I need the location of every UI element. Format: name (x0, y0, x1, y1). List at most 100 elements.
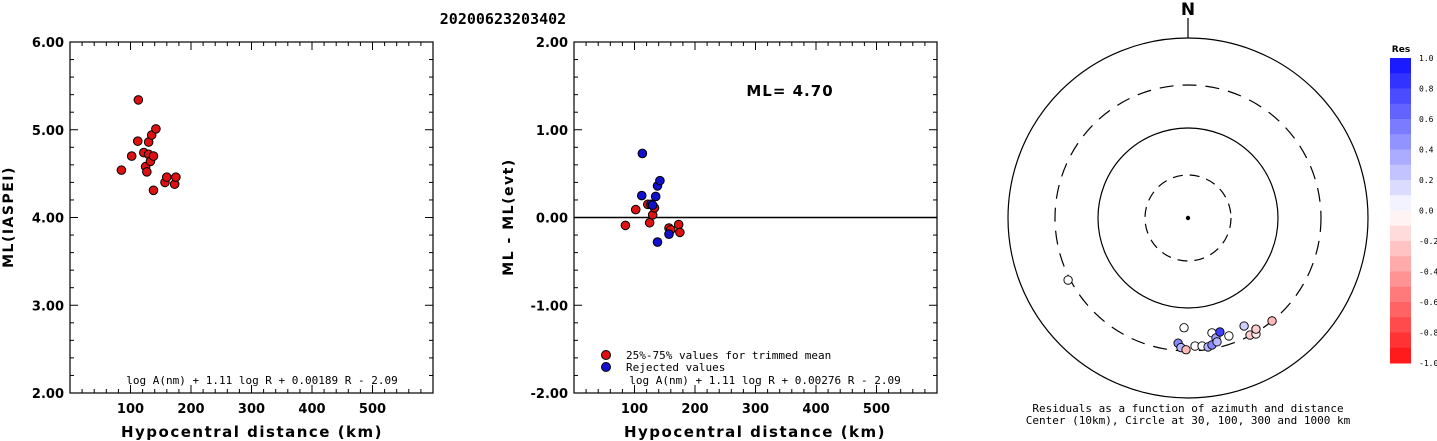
y-tick-label: 6.00 (32, 36, 64, 51)
y-tick-label: 3.00 (32, 299, 64, 314)
x-tick-label: 400 (802, 402, 829, 417)
x-tick-label: 100 (117, 402, 144, 417)
colorbar-cell (1390, 271, 1411, 288)
data-point (673, 219, 684, 230)
legend: 25%-75% values for trimmed mean Rejected… (601, 349, 831, 374)
circle-1000km (1007, 37, 1369, 399)
x-tick-label: 500 (359, 402, 386, 417)
x-tick-label: 100 (621, 402, 648, 417)
y-axis-label: ML(IASPEI) (1, 166, 17, 268)
station-point (1251, 324, 1261, 334)
data-point (148, 185, 159, 196)
x-axis-label: Hypocentral distance (km) (121, 423, 383, 441)
data-point (133, 95, 144, 105)
colorbar-cell (1390, 119, 1411, 135)
data-point (675, 227, 685, 238)
x-tick-label: 200 (681, 402, 708, 417)
colorbar-tick-label: 0.8 (1419, 85, 1434, 94)
y-tick-label: 0.00 (536, 212, 568, 227)
x-tick-label: 200 (177, 402, 204, 417)
colorbar-cell (1390, 134, 1411, 150)
data-point (647, 200, 658, 211)
data-point (664, 229, 674, 239)
data-point (126, 151, 137, 161)
colorbar-tick-label: 0.2 (1419, 176, 1434, 185)
colorbar-tick-label: -0.4 (1419, 268, 1437, 277)
y-tick-label: -2.00 (531, 387, 568, 402)
y-tick-label: 4.00 (32, 212, 64, 227)
data-point (655, 175, 665, 186)
data-point (148, 151, 159, 161)
colorbar-tick-label: -0.6 (1419, 298, 1437, 307)
colorbar-tick-label: 0.4 (1419, 146, 1434, 155)
colorbar-cell (1390, 256, 1411, 272)
plot-frame (69, 41, 434, 394)
colorbar-cell (1390, 210, 1411, 227)
legend-marker-rejected (601, 362, 611, 372)
legend-label-trimmed: 25%-75% values for trimmed mean (626, 349, 831, 362)
data-point (162, 172, 172, 182)
colorbar-cell (1390, 225, 1411, 242)
data-point (636, 190, 647, 201)
y-tick-label: 1.00 (536, 124, 568, 139)
data-point (644, 217, 655, 228)
tick-marks (574, 42, 937, 393)
station-point (1215, 327, 1225, 337)
x-tick-label: 400 (298, 402, 325, 417)
center-dot (1185, 215, 1191, 221)
colorbar-tick-label: -0.2 (1419, 237, 1437, 246)
colorbar-cell (1390, 103, 1411, 120)
caption-line-1: Residuals as a function of azimuth and d… (1032, 402, 1343, 415)
station-point (1179, 323, 1189, 333)
colorbar-cell (1390, 317, 1411, 333)
colorbar-labels: 1.0 0.8 0.6 0.4 0.2 0.0 -0.2 -0.4 -0.6 -0.8 -1.0 (1419, 54, 1437, 368)
data-points (620, 148, 685, 247)
x-tick-labels: 100 200 300 400 500 (621, 402, 890, 417)
legend-marker-trimmed (601, 350, 611, 360)
panel-residual: 100 200 300 400 500 -2.00 -1.00 0.00 1.00 2.00 M… (501, 36, 938, 441)
circle-100km (1097, 127, 1279, 309)
colorbar-title: Res (1392, 45, 1410, 55)
data-point (652, 237, 663, 247)
data-points (116, 95, 181, 196)
colorbar-cell (1390, 332, 1411, 349)
data-point (116, 165, 127, 175)
data-point (142, 167, 152, 177)
panel-ml: 100 200 300 400 500 2.00 3.00 4.00 5.00 6.00 log… (1, 36, 434, 441)
colorbar-tick-label: 1.0 (1419, 54, 1434, 63)
colorbar-tick-label: -0.8 (1419, 329, 1437, 338)
colorbar-cell (1390, 149, 1411, 166)
tick-marks (70, 42, 433, 393)
colorbar-cell (1390, 195, 1411, 211)
y-tick-labels: -2.00 -1.00 0.00 1.00 2.00 (531, 36, 568, 402)
data-point (151, 124, 161, 134)
figure-title: 20200623203402 (440, 10, 566, 28)
formula-label: log A(nm) + 1.11 log R + 0.00276 R - 2.0… (629, 374, 901, 387)
x-tick-label: 300 (742, 402, 769, 417)
station-point (1224, 331, 1234, 341)
data-point (132, 136, 143, 146)
data-point (171, 172, 181, 182)
station-points (1063, 275, 1277, 355)
colorbar-tick-label: 0.6 (1419, 115, 1434, 124)
data-point (637, 148, 648, 159)
y-tick-label: -1.00 (531, 299, 568, 314)
x-tick-label: 500 (863, 402, 890, 417)
caption-line-2: Center (10km), Circle at 30, 100, 300 an… (1026, 414, 1351, 427)
station-point (1181, 345, 1191, 355)
y-tick-label: 5.00 (32, 124, 64, 139)
station-point (1267, 316, 1277, 326)
station-point (1063, 275, 1073, 285)
circle-30km (1144, 174, 1232, 262)
colorbar: Res 1.0 0.8 0.6 0.4 0.2 0.0 -0.2 -0.4 -0.6 -0.8 -1… (1390, 45, 1437, 368)
data-point (650, 191, 661, 202)
colorbar-cell (1390, 164, 1411, 181)
y-axis-label: ML - ML(evt) (501, 158, 517, 275)
panel-polar: N Residuals as a function of azimuth and… (1007, 0, 1369, 427)
data-point (620, 220, 631, 231)
colorbar-tick-label: -1.0 (1419, 359, 1437, 368)
station-point (1239, 321, 1249, 331)
colorbar-cells (1390, 58, 1411, 364)
x-tick-labels: 100 200 300 400 500 (117, 402, 386, 417)
